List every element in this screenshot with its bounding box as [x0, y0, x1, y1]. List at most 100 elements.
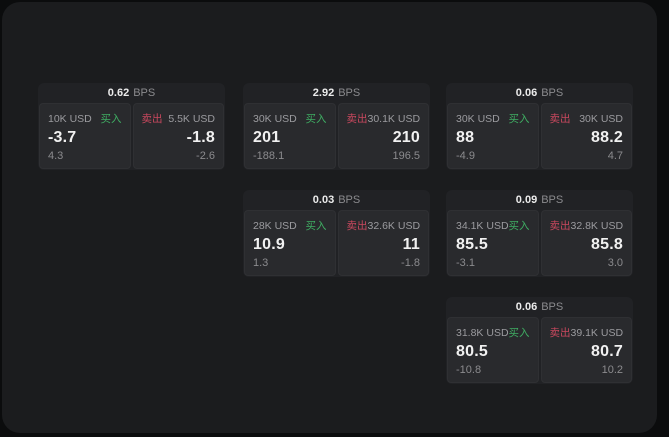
bps-spread-value: 2.92 — [312, 87, 335, 99]
buy-side-label: 买入 — [508, 327, 530, 339]
buy-panel-labels: 10K USD 买入 — [48, 111, 122, 126]
quote-card[interactable]: 0.03 BPS 28K USD 买入 10.9 1.3 卖出 32.6K US… — [243, 190, 430, 277]
sell-price: -1.8 — [186, 129, 215, 146]
buy-panel-labels: 30K USD 买入 — [456, 111, 530, 126]
card-header: 0.62 BPS — [38, 83, 225, 103]
card-header: 2.92 BPS — [243, 83, 430, 103]
buy-panel-labels: 28K USD 买入 — [253, 218, 327, 233]
sell-panel-labels: 卖出 39.1K USD — [550, 325, 624, 340]
buy-side-label: 买入 — [508, 113, 530, 125]
buy-panel[interactable]: 28K USD 买入 10.9 1.3 — [244, 210, 336, 276]
sell-panel[interactable]: 卖出 32.8K USD 85.8 3.0 — [540, 210, 632, 276]
quote-panels: 34.1K USD 买入 85.5 -3.1 卖出 32.8K USD 85.8… — [446, 210, 633, 277]
buy-side-label: 买入 — [100, 113, 122, 125]
buy-side-label: 买入 — [508, 220, 530, 232]
sell-price: 85.8 — [591, 236, 623, 253]
sell-sub-value: 4.7 — [607, 150, 623, 162]
bps-spread-value: 0.62 — [107, 87, 130, 99]
card-header: 0.06 BPS — [446, 83, 633, 103]
buy-panel-labels: 34.1K USD 买入 — [456, 218, 530, 233]
sell-sub-value: 196.5 — [392, 150, 420, 162]
bps-unit-label: BPS — [541, 301, 564, 313]
buy-price: 10.9 — [253, 236, 285, 253]
buy-price: 80.5 — [456, 343, 488, 360]
quote-card[interactable]: 2.92 BPS 30K USD 买入 201 -188.1 卖出 30.1K … — [243, 83, 430, 170]
bps-unit-label: BPS — [541, 87, 564, 99]
buy-amount: 30K USD — [456, 113, 500, 125]
sell-panel[interactable]: 卖出 30.1K USD 210 196.5 — [337, 103, 429, 169]
trading-quotes-panel: 0.62 BPS 10K USD 买入 -3.7 4.3 卖出 5.5K USD… — [2, 2, 657, 433]
quote-card[interactable]: 0.06 BPS 30K USD 买入 88 -4.9 卖出 30K USD 8… — [446, 83, 633, 170]
sell-amount: 32.8K USD — [570, 220, 624, 232]
sell-price: 88.2 — [591, 129, 623, 146]
buy-price: 85.5 — [456, 236, 488, 253]
buy-price: 201 — [253, 129, 281, 146]
buy-side-label: 买入 — [305, 113, 327, 125]
buy-amount: 34.1K USD — [456, 220, 509, 232]
sell-panel-labels: 卖出 32.8K USD — [550, 218, 624, 233]
quote-panels: 30K USD 买入 201 -188.1 卖出 30.1K USD 210 1… — [243, 103, 430, 170]
sell-amount: 32.6K USD — [367, 220, 421, 232]
sell-side-label: 卖出 — [346, 113, 368, 125]
sell-amount: 39.1K USD — [570, 327, 624, 339]
buy-sub-value: 1.3 — [253, 257, 269, 269]
buy-sub-value: -4.9 — [456, 150, 475, 162]
buy-panel[interactable]: 31.8K USD 买入 80.5 -10.8 — [447, 317, 539, 383]
card-header: 0.06 BPS — [446, 297, 633, 317]
sell-sub-value: -1.8 — [401, 257, 420, 269]
bps-spread-value: 0.06 — [515, 301, 538, 313]
sell-panel[interactable]: 卖出 39.1K USD 80.7 10.2 — [540, 317, 632, 383]
quote-panels: 30K USD 买入 88 -4.9 卖出 30K USD 88.2 4.7 — [446, 103, 633, 170]
bps-unit-label: BPS — [338, 87, 361, 99]
buy-panel[interactable]: 30K USD 买入 201 -188.1 — [244, 103, 336, 169]
buy-panel[interactable]: 34.1K USD 买入 85.5 -3.1 — [447, 210, 539, 276]
sell-sub-value: 10.2 — [601, 364, 623, 376]
quote-panels: 31.8K USD 买入 80.5 -10.8 卖出 39.1K USD 80.… — [446, 317, 633, 384]
card-header: 0.03 BPS — [243, 190, 430, 210]
buy-amount: 28K USD — [253, 220, 297, 232]
sell-panel[interactable]: 卖出 32.6K USD 11 -1.8 — [337, 210, 429, 276]
sell-amount: 30K USD — [579, 113, 623, 125]
quote-panels: 10K USD 买入 -3.7 4.3 卖出 5.5K USD -1.8 -2.… — [38, 103, 225, 170]
sell-price: 80.7 — [591, 343, 623, 360]
bps-unit-label: BPS — [541, 194, 564, 206]
buy-sub-value: -188.1 — [253, 150, 285, 162]
sell-sub-value: 3.0 — [607, 257, 623, 269]
bps-spread-value: 0.06 — [515, 87, 538, 99]
buy-sub-value: 4.3 — [48, 150, 64, 162]
sell-panel-labels: 卖出 5.5K USD — [142, 111, 216, 126]
buy-sub-value: -10.8 — [456, 364, 482, 376]
buy-panel-labels: 31.8K USD 买入 — [456, 325, 530, 340]
sell-side-label: 卖出 — [549, 327, 571, 339]
sell-side-label: 卖出 — [141, 113, 163, 125]
bps-spread-value: 0.09 — [515, 194, 538, 206]
buy-price: -3.7 — [48, 129, 77, 146]
sell-amount: 30.1K USD — [367, 113, 421, 125]
bps-spread-value: 0.03 — [312, 194, 335, 206]
sell-price: 11 — [402, 236, 420, 253]
sell-side-label: 卖出 — [549, 220, 571, 232]
buy-price: 88 — [456, 129, 475, 146]
buy-panel[interactable]: 10K USD 买入 -3.7 4.3 — [39, 103, 131, 169]
sell-panel-labels: 卖出 30.1K USD — [347, 111, 421, 126]
quote-card[interactable]: 0.06 BPS 31.8K USD 买入 80.5 -10.8 卖出 39.1… — [446, 297, 633, 384]
sell-side-label: 卖出 — [549, 113, 571, 125]
bps-unit-label: BPS — [133, 87, 156, 99]
buy-panel[interactable]: 30K USD 买入 88 -4.9 — [447, 103, 539, 169]
card-header: 0.09 BPS — [446, 190, 633, 210]
sell-panel[interactable]: 卖出 30K USD 88.2 4.7 — [540, 103, 632, 169]
buy-amount: 10K USD — [48, 113, 92, 125]
sell-price: 210 — [392, 129, 420, 146]
sell-side-label: 卖出 — [346, 220, 368, 232]
quote-card[interactable]: 0.09 BPS 34.1K USD 买入 85.5 -3.1 卖出 32.8K… — [446, 190, 633, 277]
quote-card[interactable]: 0.62 BPS 10K USD 买入 -3.7 4.3 卖出 5.5K USD… — [38, 83, 225, 170]
buy-panel-labels: 30K USD 买入 — [253, 111, 327, 126]
sell-amount: 5.5K USD — [168, 113, 215, 125]
sell-panel-labels: 卖出 32.6K USD — [347, 218, 421, 233]
buy-side-label: 买入 — [305, 220, 327, 232]
bps-unit-label: BPS — [338, 194, 361, 206]
sell-panel[interactable]: 卖出 5.5K USD -1.8 -2.6 — [132, 103, 224, 169]
buy-amount: 30K USD — [253, 113, 297, 125]
quote-panels: 28K USD 买入 10.9 1.3 卖出 32.6K USD 11 -1.8 — [243, 210, 430, 277]
buy-sub-value: -3.1 — [456, 257, 475, 269]
